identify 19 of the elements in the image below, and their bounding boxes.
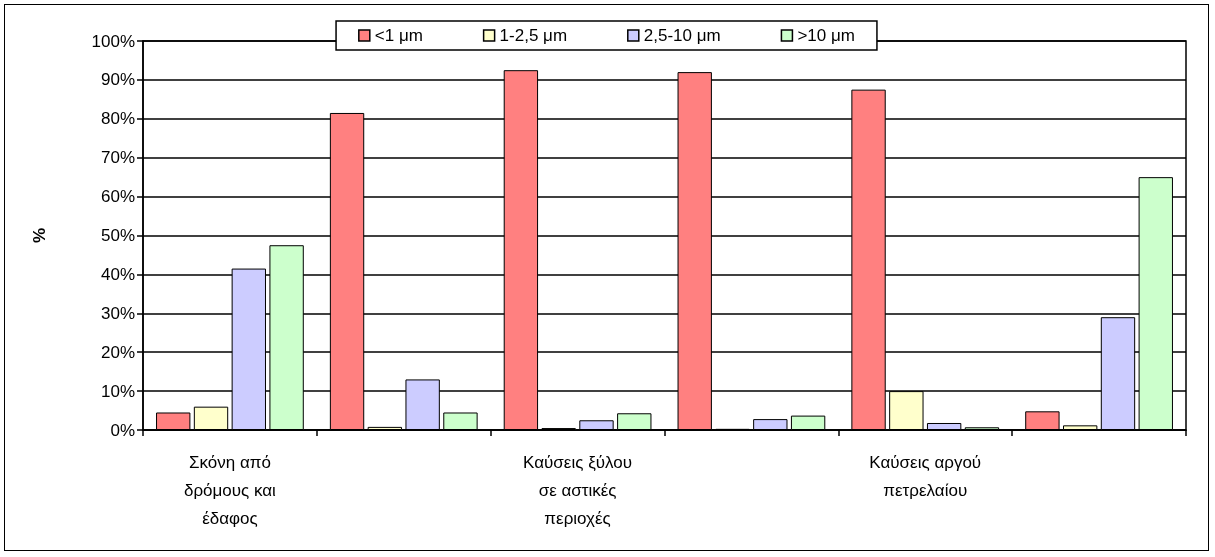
legend-label: 2,5-10 μm bbox=[643, 26, 721, 45]
y-tick-label: 70% bbox=[100, 148, 135, 168]
legend-label: 1-2,5 μm bbox=[499, 26, 568, 45]
y-tick-label: 20% bbox=[100, 342, 135, 362]
legend-label: >10 μm bbox=[797, 26, 855, 45]
x-tick-label: Σκόνη από δρόμους και έδαφος bbox=[183, 452, 277, 528]
y-tick-label: 30% bbox=[100, 303, 135, 323]
y-tick-label: 60% bbox=[100, 187, 135, 207]
y-tick-label: 10% bbox=[100, 381, 135, 401]
y-tick-label: 90% bbox=[100, 70, 135, 90]
y-tick-label: 40% bbox=[100, 264, 135, 284]
y-tick-label: 0% bbox=[110, 420, 135, 440]
y-axis-title: % bbox=[30, 227, 49, 244]
x-tick-label: Καύσεις ξύλου σε αστικές περιοχές bbox=[523, 452, 633, 528]
legend-label: <1 μm bbox=[374, 26, 423, 45]
y-tick-label: 50% bbox=[100, 226, 135, 245]
y-tick-label: 80% bbox=[100, 109, 135, 129]
x-tick-label: Καύσεις αργού πετρελαίου bbox=[869, 452, 982, 500]
y-tick-label: 100% bbox=[91, 31, 135, 51]
